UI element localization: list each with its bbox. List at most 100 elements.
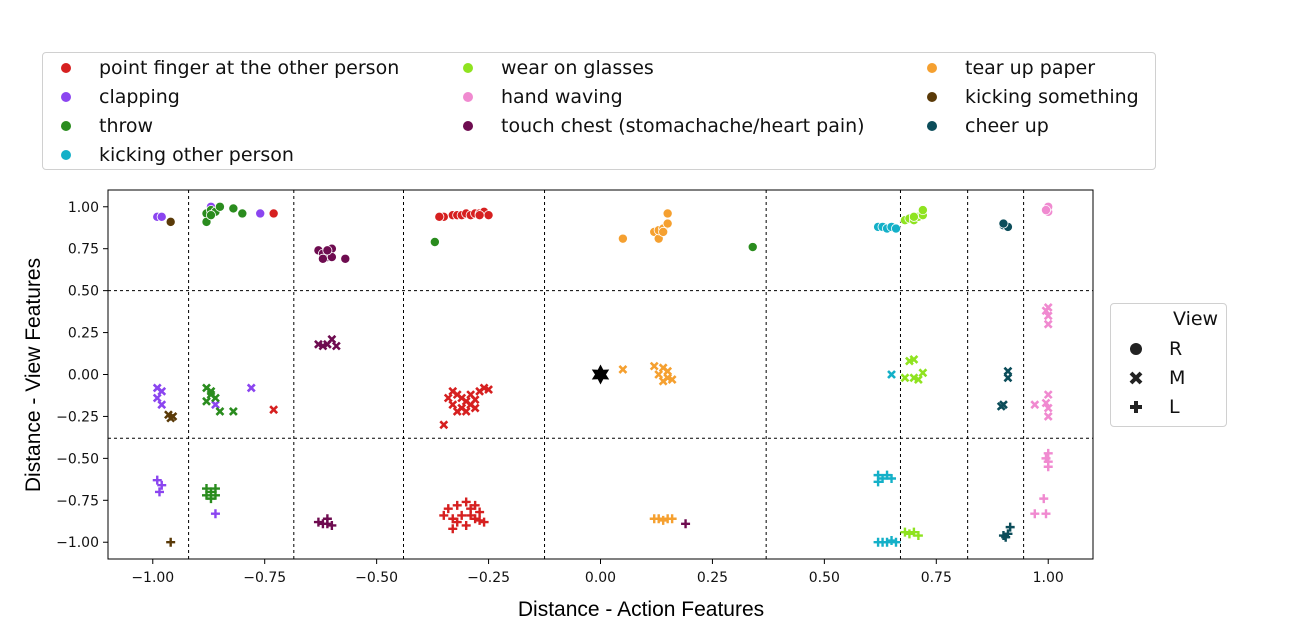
data-point-r [214,201,225,212]
data-point-l [466,510,476,520]
marker-legend-title: View [1173,308,1219,330]
y-axis-title: Distance - View Features [22,258,45,492]
x-tick-label: 0.50 [809,570,840,586]
x-tick-label: 0.25 [697,570,728,586]
data-point-r [429,236,440,247]
data-point-m [452,406,462,416]
color-legend-item: throw [43,115,153,137]
data-point-r [747,242,758,253]
data-point-l [873,477,883,487]
data-point-m [228,406,238,416]
color-legend: point finger at the other person clapping… [42,52,1156,170]
data-point-l [157,480,167,490]
data-point-m [1041,306,1051,316]
data-point-r [255,208,266,219]
y-tick-label: −1.00 [56,535,99,551]
circle-marker-icon [1130,343,1142,355]
y-tick-label: −0.25 [56,409,99,425]
data-point-m [1043,319,1053,329]
data-point-m [1043,403,1053,413]
color-legend-label: tear up paper [965,57,1096,79]
data-point-r [1040,205,1051,216]
data-point-m [1003,373,1013,383]
x-tick-label: −1.00 [131,570,174,586]
legend-color-dot-icon [927,121,937,131]
color-legend-label: kicking other person [99,144,294,166]
data-point-m [327,334,337,344]
y-tick-label: −0.50 [56,451,99,467]
data-point-r [156,211,167,222]
x-marker-icon [1129,371,1143,385]
y-tick-label: 0.50 [68,284,99,300]
data-point-m [152,393,162,403]
y-tick-label: 0.25 [68,326,99,342]
data-point-m [667,375,677,384]
data-point-l [322,519,332,529]
data-point-l [1041,453,1051,463]
marker-legend-label: L [1169,396,1180,418]
data-point-r [662,218,673,229]
legend-color-dot-icon [463,63,473,73]
data-point-l [475,507,485,517]
data-point-r [908,211,919,222]
data-point-m [448,386,458,396]
data-point-m [1043,390,1053,400]
data-point-r [340,253,351,264]
data-point-l [452,517,462,527]
data-point-l [1039,494,1049,504]
data-point-l [461,520,471,530]
color-legend-label: point finger at the other person [99,57,400,79]
data-point-l [470,500,480,510]
data-point-l [210,484,220,494]
x-axis-title: Distance - Action Features [518,598,764,621]
x-tick-label: 0.00 [585,570,616,586]
data-point-l [439,510,449,520]
x-tick-label: −0.25 [467,570,510,586]
data-point-m [918,368,928,378]
data-point-l [452,500,462,510]
data-point-m [168,412,178,421]
data-point-l [154,487,164,497]
data-point-l [313,517,323,527]
data-point-m [439,420,449,430]
data-point-l [210,509,220,519]
color-legend-item: wear on glasses [445,57,654,79]
data-point-l [443,504,453,514]
data-point-l [1043,448,1053,458]
data-point-l [667,514,677,524]
y-tick-label: 0.00 [68,368,99,384]
data-point-m [269,405,279,415]
color-legend-item: touch chest (stomachache/heart pain) [445,115,865,137]
data-point-l [904,529,914,539]
x-tick-label: 1.00 [1033,570,1064,586]
data-point-l [1041,509,1051,519]
data-point-m [1043,311,1053,321]
data-point-m [663,366,673,376]
color-legend-item: clapping [43,86,180,108]
data-point-l [913,531,923,541]
data-point-m [215,406,225,416]
data-point-l [166,537,176,547]
data-point-l [887,473,897,483]
legend-color-dot-icon [61,63,71,73]
x-tick-label: −0.50 [355,570,398,586]
marker-legend-item-r: R [1129,338,1182,360]
data-point-m [618,365,628,374]
data-point-m [887,370,896,379]
data-point-m [654,370,664,379]
data-point-m [1041,398,1051,408]
data-point-r [474,210,485,221]
data-point-m [211,400,220,410]
data-point-m [443,393,453,403]
anchor-star-point [591,364,610,385]
data-point-l [461,497,471,507]
data-point-m [461,406,471,416]
data-point-l [681,519,691,529]
data-point-l [448,524,458,534]
data-point-m [157,400,167,410]
color-legend-label: touch chest (stomachache/heart pain) [501,115,865,137]
data-point-m [331,341,341,351]
data-point-l [206,494,216,504]
plot-area [108,190,1093,559]
